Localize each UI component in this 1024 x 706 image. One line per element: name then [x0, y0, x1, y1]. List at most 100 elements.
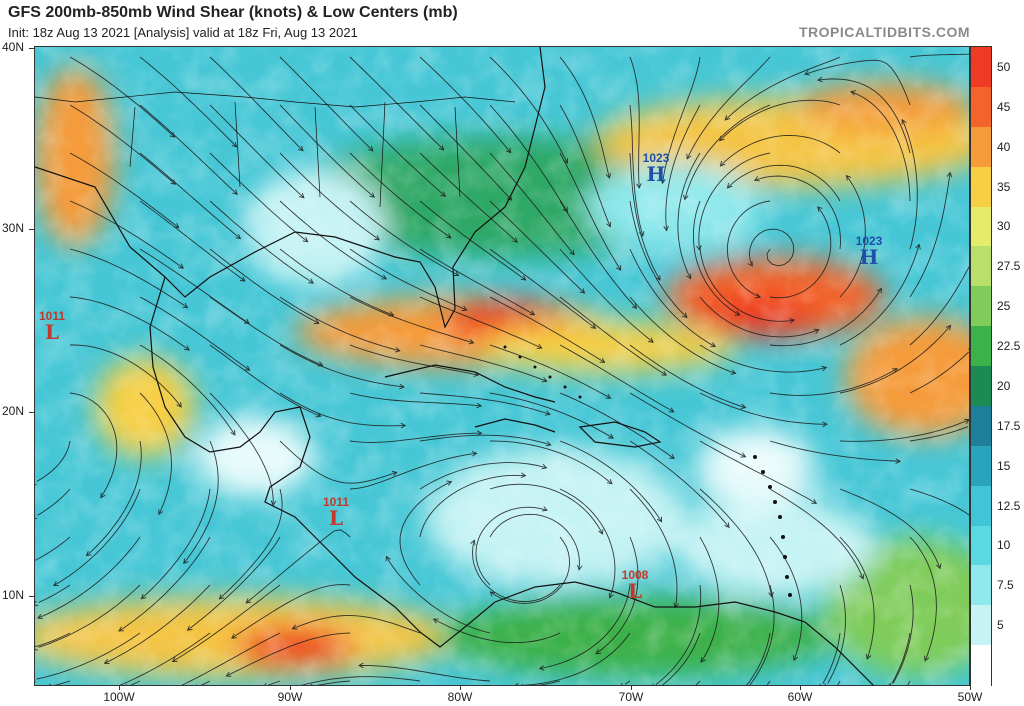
colorbar-segment	[971, 246, 991, 287]
center-type-letter: H	[646, 162, 666, 186]
streamline-arrow	[813, 328, 820, 334]
streamline	[419, 56, 512, 153]
streamline	[629, 392, 746, 458]
streamline	[419, 392, 551, 415]
streamline-arrow	[606, 478, 613, 485]
streamline	[629, 488, 678, 608]
streamline	[279, 296, 400, 352]
longitude-tick	[460, 686, 461, 690]
streamline	[839, 536, 875, 660]
streamline-arrow	[845, 174, 852, 181]
streamline	[892, 584, 914, 684]
streamline-arrow	[512, 237, 519, 243]
streamline-arrow	[381, 274, 388, 280]
streamline-arrow	[768, 591, 774, 598]
streamline-arrow	[394, 347, 401, 353]
streamline	[69, 56, 175, 138]
colorbar-label: 45	[997, 99, 1011, 114]
streamline	[209, 344, 321, 417]
streamline	[419, 474, 526, 538]
center-pressure-label: 1011	[38, 309, 66, 323]
streamline-arrow	[859, 573, 865, 580]
streamline-arrow	[291, 624, 298, 630]
streamline-arrow	[876, 287, 882, 294]
longitude-label: 90W	[277, 690, 303, 704]
streamline	[316, 680, 351, 685]
streamline-arrow	[577, 564, 583, 571]
streamline-arrow	[399, 383, 405, 390]
streamline	[226, 632, 351, 677]
colorbar-label: 5	[997, 618, 1004, 633]
streamline	[209, 200, 314, 284]
streamlines	[35, 53, 969, 685]
streamline-arrow	[400, 422, 407, 429]
streamline-arrow	[118, 626, 125, 632]
streamline-arrow	[178, 263, 185, 269]
longitude-label: 80W	[447, 690, 473, 704]
colorbar-segment	[971, 326, 991, 367]
streamline	[489, 440, 613, 485]
islands	[503, 345, 792, 597]
streamline	[53, 488, 141, 586]
streamline-arrow	[669, 453, 675, 460]
streamline	[472, 540, 561, 602]
streamline	[349, 432, 482, 443]
latitude-label: 10N	[2, 588, 25, 602]
streamline	[209, 392, 274, 506]
streamline	[70, 344, 182, 408]
streamline	[104, 584, 211, 664]
streamline-arrow	[747, 261, 753, 267]
streamline-arrow	[37, 613, 43, 620]
streamline	[69, 104, 176, 185]
streamline	[419, 462, 547, 490]
low-center-marker: 1008 L	[622, 569, 649, 601]
streamline-arrow	[545, 440, 552, 447]
streamline-arrow	[901, 118, 907, 125]
streamline-arrow	[541, 463, 548, 470]
streamline-arrow	[681, 312, 688, 319]
streamline	[489, 513, 580, 570]
low-center-marker: 1011 L	[323, 496, 349, 528]
streamline	[69, 248, 188, 309]
streamline	[54, 680, 71, 685]
map-title: GFS 200mb-850mb Wind Shear (knots) & Low…	[8, 4, 458, 21]
streamline	[181, 632, 281, 685]
streamline	[279, 200, 387, 280]
streamline	[279, 440, 397, 484]
streamline-arrow	[636, 183, 642, 189]
streamline	[827, 584, 846, 684]
streamline	[839, 175, 866, 298]
streamline	[349, 152, 452, 239]
streamline-arrow	[489, 591, 496, 597]
streamline	[433, 618, 561, 644]
streamline	[349, 248, 467, 311]
streamline-arrow	[245, 598, 252, 604]
streamline	[130, 680, 141, 685]
streamline	[279, 344, 405, 388]
streamline-arrow	[924, 655, 930, 662]
streamline-arrow	[100, 492, 106, 499]
streamline	[629, 440, 730, 528]
streamline	[901, 119, 918, 250]
streamline	[359, 665, 491, 682]
streamline	[536, 680, 561, 685]
streamline	[489, 56, 568, 164]
streamline	[699, 248, 795, 322]
streamline-arrow	[317, 361, 324, 367]
streamline	[655, 584, 702, 685]
streamline-arrow	[648, 337, 654, 343]
colorbar-label: 50	[997, 59, 1011, 74]
streamline	[769, 206, 832, 299]
streamline	[804, 59, 911, 106]
latitude-tick	[29, 412, 34, 413]
streamline-arrow	[822, 421, 828, 428]
streamline-arrow	[579, 288, 586, 294]
streamline	[245, 529, 351, 604]
streamline-arrow	[740, 403, 747, 410]
streamline	[349, 344, 479, 376]
streamline	[172, 584, 281, 662]
longitude-tick	[290, 686, 291, 690]
center-type-letter: H	[859, 245, 879, 269]
streamline	[909, 426, 969, 442]
streamline-arrow	[232, 189, 238, 195]
